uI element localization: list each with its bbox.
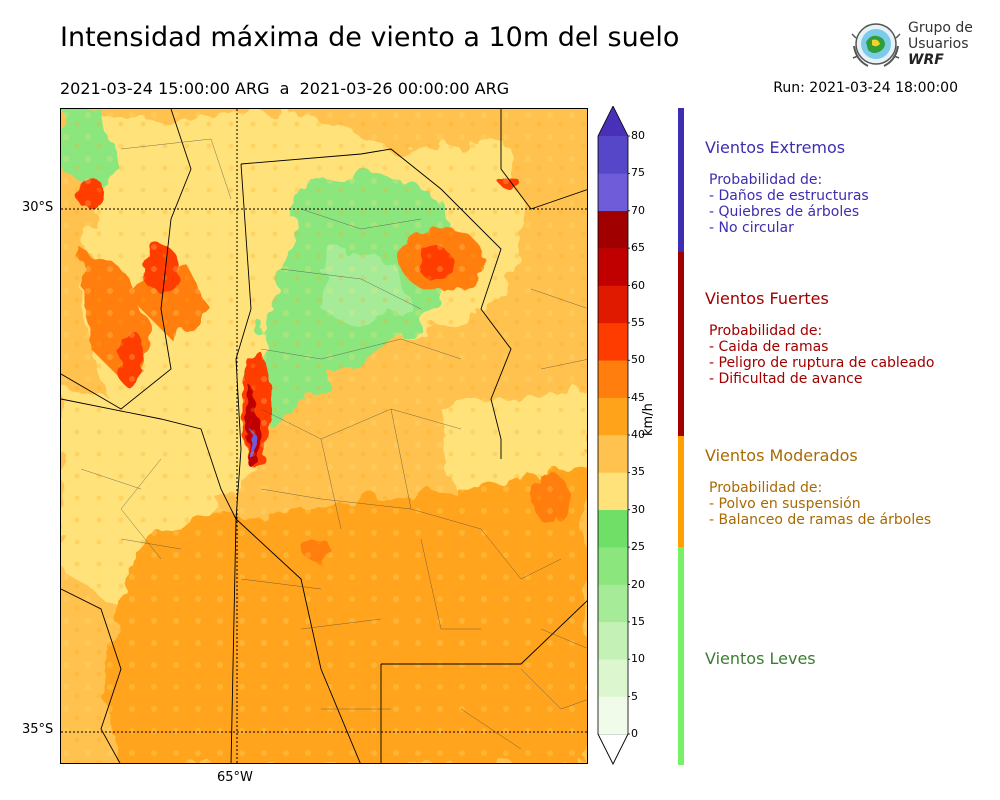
- valid-period: 2021-03-24 15:00:00 ARG a 2021-03-26 00:…: [60, 79, 510, 98]
- colorbar-cell: [598, 285, 628, 324]
- colorbar-cell: [598, 322, 628, 361]
- colorbar-tick-label: 75: [631, 166, 645, 180]
- colorbar-tick-label: 70: [631, 203, 645, 217]
- logo: Grupo de Usuarios WRF: [848, 16, 973, 74]
- colorbar-tick-label: 40: [631, 428, 645, 441]
- page-title: Intensidad máxima de viento a 10m del su…: [60, 22, 680, 53]
- category-line: Probabilidad de:: [709, 480, 823, 496]
- department-borders: [80, 138, 587, 750]
- globe-logo-icon: [851, 23, 901, 67]
- colorbar-tick-label: 45: [631, 390, 645, 404]
- colorbar-tick-label: 65: [631, 241, 645, 255]
- category-bar: [678, 547, 684, 765]
- category-bar: [678, 108, 684, 252]
- colorbar-tick-label: 30: [631, 502, 645, 516]
- colorbar-cell: [598, 472, 628, 511]
- colorbar-cell: [598, 173, 628, 212]
- lon-label-65w: 65°W: [217, 770, 253, 785]
- logo-text-line2: Usuarios: [908, 36, 969, 52]
- category-description: Probabilidad de: - Daños de estructuras - …: [709, 172, 869, 236]
- lat-label-35s: 35°S: [22, 722, 54, 737]
- category-bar: [678, 436, 684, 547]
- colorbar-cell: [598, 397, 628, 436]
- colorbar-tick-label: 0: [631, 727, 638, 740]
- logo-text-line3: WRF: [908, 52, 944, 68]
- colorbar-tick-label: 20: [631, 577, 645, 591]
- colorbar-cell: [598, 696, 628, 735]
- colorbar-cell: [598, 584, 628, 623]
- category-title: Vientos Extremos: [705, 138, 846, 157]
- category-line: - Balanceo de ramas de árboles: [709, 512, 932, 528]
- colorbar-cell: [598, 547, 628, 585]
- logo-text-line1: Grupo de: [908, 20, 973, 36]
- colorbar-cell: [598, 621, 628, 660]
- category-line: - Daños de estructuras: [709, 188, 869, 204]
- category-line: - Peligro de ruptura de cableado: [709, 355, 935, 371]
- category-bar: [678, 252, 684, 436]
- colorbar-tick-label: 10: [631, 652, 645, 666]
- category-line: Probabilidad de:: [709, 172, 823, 188]
- lat-label-30s: 30°S: [22, 200, 54, 215]
- province-borders: [61, 109, 587, 763]
- category-description: Probabilidad de: - Polvo en suspensión - B…: [709, 480, 931, 528]
- colorbar-tick-label: 35: [631, 465, 645, 479]
- colorbar-tick-label: 25: [631, 540, 645, 554]
- colorbar-cell: [598, 360, 628, 398]
- category-title: Vientos Leves: [705, 649, 816, 668]
- colorbar-cell: [598, 435, 628, 473]
- colorbar-tick-label: 80: [631, 129, 645, 142]
- category-title: Vientos Fuertes: [705, 289, 829, 308]
- run-time: Run: 2021-03-24 18:00:00: [773, 80, 958, 96]
- category-line: - Dificultad de avance: [709, 371, 863, 387]
- wind-map: [60, 108, 588, 764]
- category-line: - No circular: [709, 220, 794, 236]
- category-line: - Polvo en suspensión: [709, 496, 861, 512]
- category-title: Vientos Moderados: [705, 446, 858, 465]
- colorbar-tick-label: 60: [631, 278, 645, 292]
- colorbar-tick-label: 50: [631, 353, 645, 367]
- colorbar-cell: [598, 248, 628, 286]
- category-line: - Quiebres de árboles: [709, 204, 860, 220]
- colorbar-extend-max: [598, 106, 628, 136]
- colorbar-cell: [598, 136, 628, 174]
- colorbar-cell: [598, 509, 628, 548]
- colorbar-tick-label: 5: [631, 689, 638, 703]
- category-line: Probabilidad de:: [709, 323, 823, 339]
- colorbar: [597, 106, 630, 765]
- colorbar-extend-min: [597, 733, 629, 765]
- colorbar-cell: [598, 659, 628, 697]
- colorbar-cell: [598, 210, 628, 249]
- colorbar-tick-label: 15: [631, 614, 645, 628]
- category-line: - Caida de ramas: [709, 339, 829, 355]
- category-description: Probabilidad de: - Caida de ramas - Peligr…: [709, 323, 934, 387]
- colorbar-tick-label: 55: [631, 315, 645, 329]
- colorbar-unit: km/h: [641, 403, 656, 436]
